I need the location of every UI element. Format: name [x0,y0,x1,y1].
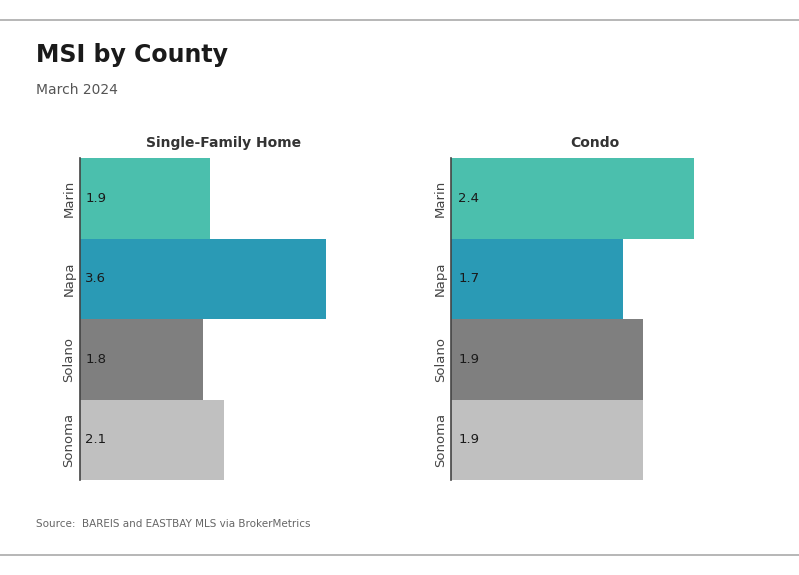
Text: 1.8: 1.8 [85,353,106,366]
Title: Single-Family Home: Single-Family Home [146,136,301,150]
Bar [451,319,643,400]
Text: 2.4: 2.4 [459,192,479,205]
Text: 1.9: 1.9 [85,192,106,205]
Text: 1.9: 1.9 [459,434,479,446]
Bar [451,400,643,480]
Text: MSI by County: MSI by County [36,43,228,67]
Text: 1.9: 1.9 [459,353,479,366]
Bar [80,400,224,480]
Bar [80,319,203,400]
Text: 2.1: 2.1 [85,434,106,446]
Bar [80,239,327,319]
Title: Condo: Condo [570,136,620,150]
Bar [451,239,623,319]
Bar [80,158,210,239]
Text: 3.6: 3.6 [85,273,106,285]
Text: 1.7: 1.7 [459,273,479,285]
Text: Source:  BAREIS and EASTBAY MLS via BrokerMetrics: Source: BAREIS and EASTBAY MLS via Broke… [36,519,311,529]
Bar [451,158,694,239]
Text: March 2024: March 2024 [36,83,117,97]
